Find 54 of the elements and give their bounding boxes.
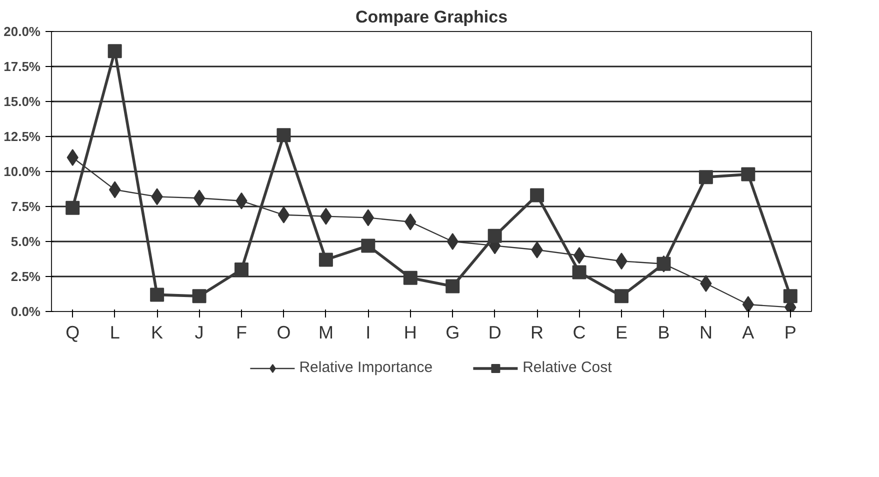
x-tick-label: G bbox=[446, 322, 460, 342]
point bbox=[108, 44, 122, 58]
point bbox=[193, 190, 206, 207]
point bbox=[572, 265, 586, 280]
point bbox=[276, 128, 291, 142]
x-tick-label: R bbox=[530, 322, 544, 342]
x-tick-label: J bbox=[194, 322, 204, 342]
x-tick-label: I bbox=[366, 322, 371, 342]
x-tick-label: C bbox=[572, 322, 586, 342]
point bbox=[742, 296, 754, 312]
y-tick-label: 0.0% bbox=[10, 304, 41, 319]
point bbox=[446, 233, 458, 250]
point bbox=[318, 252, 333, 267]
point bbox=[700, 275, 712, 292]
point bbox=[741, 167, 756, 182]
x-tick-label: K bbox=[151, 322, 164, 342]
legend-label: Relative Importance bbox=[299, 359, 433, 376]
y-tick-label: 20.0% bbox=[4, 24, 41, 39]
x-tick-label: H bbox=[404, 322, 417, 342]
y-tick-label: 15.0% bbox=[4, 94, 41, 109]
x-tick-label: D bbox=[488, 322, 502, 342]
x-tick-label: B bbox=[658, 322, 670, 342]
point bbox=[614, 289, 628, 304]
y-tick-label: 10.0% bbox=[4, 164, 41, 179]
point bbox=[150, 288, 164, 302]
point bbox=[361, 238, 376, 253]
x-tick-label: L bbox=[110, 322, 120, 342]
legend-label: Relative Cost bbox=[522, 359, 612, 376]
y-tick-label: 2.5% bbox=[10, 269, 41, 284]
x-tick-label: M bbox=[318, 322, 334, 342]
point bbox=[234, 262, 248, 276]
point bbox=[446, 279, 460, 294]
x-tick-label: P bbox=[784, 322, 796, 342]
point bbox=[488, 228, 502, 243]
x-tick-label: F bbox=[236, 322, 247, 342]
y-tick-label: 12.5% bbox=[4, 129, 41, 144]
point bbox=[278, 206, 290, 224]
y-tick-label: 7.5% bbox=[10, 199, 41, 214]
point bbox=[66, 149, 78, 166]
x-tick-label: Q bbox=[66, 322, 80, 342]
x-tick-label: N bbox=[699, 322, 712, 342]
point bbox=[192, 289, 206, 304]
point bbox=[698, 170, 713, 184]
y-tick-label: 5.0% bbox=[10, 234, 41, 249]
point bbox=[573, 247, 586, 264]
y-tick-label: 17.5% bbox=[4, 59, 41, 74]
point bbox=[530, 188, 544, 202]
x-tick-label: E bbox=[615, 322, 628, 342]
x-tick-label: A bbox=[742, 322, 754, 342]
x-tick-label: O bbox=[276, 322, 291, 342]
point bbox=[66, 200, 80, 215]
chart-title: Compare Graphics bbox=[355, 8, 508, 26]
point bbox=[783, 289, 798, 304]
point bbox=[403, 270, 418, 285]
